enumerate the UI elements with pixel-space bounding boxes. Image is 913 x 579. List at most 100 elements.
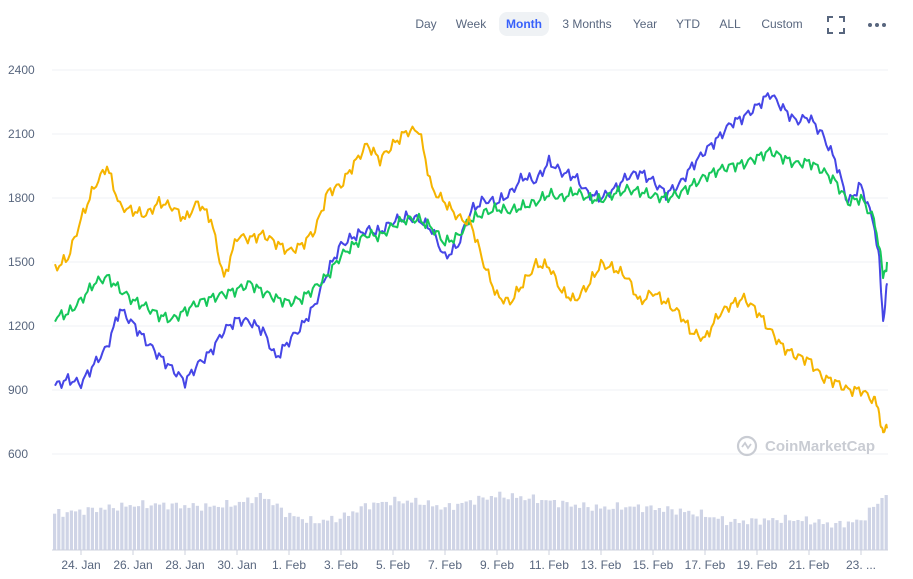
volume-bar — [746, 524, 750, 550]
volume-bar — [368, 509, 372, 550]
volume-bar — [657, 508, 661, 550]
volume-bar — [338, 518, 342, 550]
volume-bar — [69, 510, 73, 550]
volume-bar — [590, 510, 594, 550]
range-month-button[interactable]: Month — [499, 12, 549, 36]
volume-bar — [846, 521, 850, 550]
volume-bar — [779, 522, 783, 550]
x-tick-label: 23. ... — [846, 558, 876, 572]
volume-bar — [267, 499, 271, 550]
volume-bar — [494, 497, 498, 550]
volume-bar — [447, 503, 451, 550]
x-tick-label: 9. Feb — [480, 558, 514, 572]
volume-bar — [716, 518, 720, 550]
volume-bar — [510, 493, 514, 550]
volume-bar — [485, 499, 489, 550]
range-week-button[interactable]: Week — [455, 17, 487, 31]
volume-bar — [792, 521, 796, 550]
volume-bar — [796, 519, 800, 550]
x-tick-label: 26. Jan — [113, 558, 152, 572]
volume-bar — [351, 511, 355, 550]
volume-bar — [519, 496, 523, 550]
volume-bar — [573, 504, 577, 550]
volume-bar — [674, 514, 678, 550]
volume-bar — [183, 505, 187, 550]
volume-bar — [498, 491, 502, 550]
volume-bar — [443, 507, 447, 550]
volume-bar — [363, 503, 367, 550]
range-custom-button[interactable]: Custom — [761, 17, 803, 31]
more-horizontal-icon[interactable] — [866, 14, 888, 36]
time-range-toolbar: Day Week Month 3 Months Year YTD ALL Cus… — [0, 12, 913, 38]
volume-bar — [842, 527, 846, 550]
volume-bar — [149, 505, 153, 550]
volume-bar — [645, 506, 649, 550]
volume-bar — [284, 517, 288, 550]
volume-bar — [372, 502, 376, 550]
volume-bar — [636, 504, 640, 550]
volume-bar — [775, 520, 779, 550]
volume-bar — [552, 500, 556, 550]
volume-bar — [750, 518, 754, 550]
range-day-button[interactable]: Day — [415, 17, 437, 31]
volume-bar — [271, 505, 275, 550]
volume-bar — [838, 520, 842, 550]
volume-bar — [662, 511, 666, 550]
volume-bar — [208, 506, 212, 550]
volume-bar — [548, 500, 552, 550]
volume-bar — [531, 494, 535, 550]
volume-bar — [292, 516, 296, 550]
volume-bar — [431, 506, 435, 550]
volume-bar — [246, 497, 250, 550]
volume-bar — [586, 507, 590, 550]
volume-bar — [460, 502, 464, 550]
watermark: CoinMarketCap — [736, 435, 875, 457]
volume-bar — [523, 500, 527, 550]
volume-bar — [99, 507, 103, 550]
volume-bar — [762, 518, 766, 550]
volume-bar — [170, 503, 174, 550]
volume-bar — [221, 507, 225, 550]
volume-bar — [61, 516, 65, 550]
volume-bar — [116, 510, 120, 550]
volume-bar — [321, 519, 325, 550]
volume-bar — [800, 521, 804, 550]
volume-bar — [426, 500, 430, 550]
range-all-button[interactable]: ALL — [719, 17, 741, 31]
series-line — [54, 125, 888, 434]
x-tick-label: 15. Feb — [633, 558, 674, 572]
volume-bar — [649, 505, 653, 550]
y-tick-label: 900 — [8, 383, 28, 397]
range-year-button[interactable]: Year — [632, 17, 658, 31]
y-tick-label: 1500 — [8, 255, 35, 269]
volume-bar — [695, 516, 699, 550]
volume-bar — [355, 512, 359, 550]
volume-bar — [78, 509, 82, 550]
fullscreen-icon[interactable] — [825, 14, 847, 36]
volume-bar — [195, 505, 199, 550]
volume-bar — [86, 507, 90, 550]
volume-bar — [330, 515, 334, 550]
volume-bar — [309, 516, 313, 550]
volume-bar — [767, 520, 771, 550]
volume-bar — [414, 497, 418, 550]
volume-bar — [473, 504, 477, 550]
volume-bar — [384, 501, 388, 550]
volume-bar — [725, 525, 729, 550]
volume-bar — [393, 496, 397, 550]
volume-bar — [141, 500, 145, 550]
x-tick-label: 19. Feb — [737, 558, 778, 572]
volume-bar — [279, 507, 283, 550]
volume-bar — [90, 507, 94, 550]
volume-bar — [741, 520, 745, 550]
volume-bar — [607, 509, 611, 550]
volume-bar — [557, 507, 561, 550]
range-3-months-button[interactable]: 3 Months — [562, 17, 612, 31]
volume-bar — [82, 514, 86, 550]
volume-bar — [578, 507, 582, 550]
volume-bar — [594, 504, 598, 550]
volume-bar — [825, 522, 829, 550]
volume-bar — [107, 504, 111, 550]
range-ytd-button[interactable]: YTD — [676, 17, 700, 31]
